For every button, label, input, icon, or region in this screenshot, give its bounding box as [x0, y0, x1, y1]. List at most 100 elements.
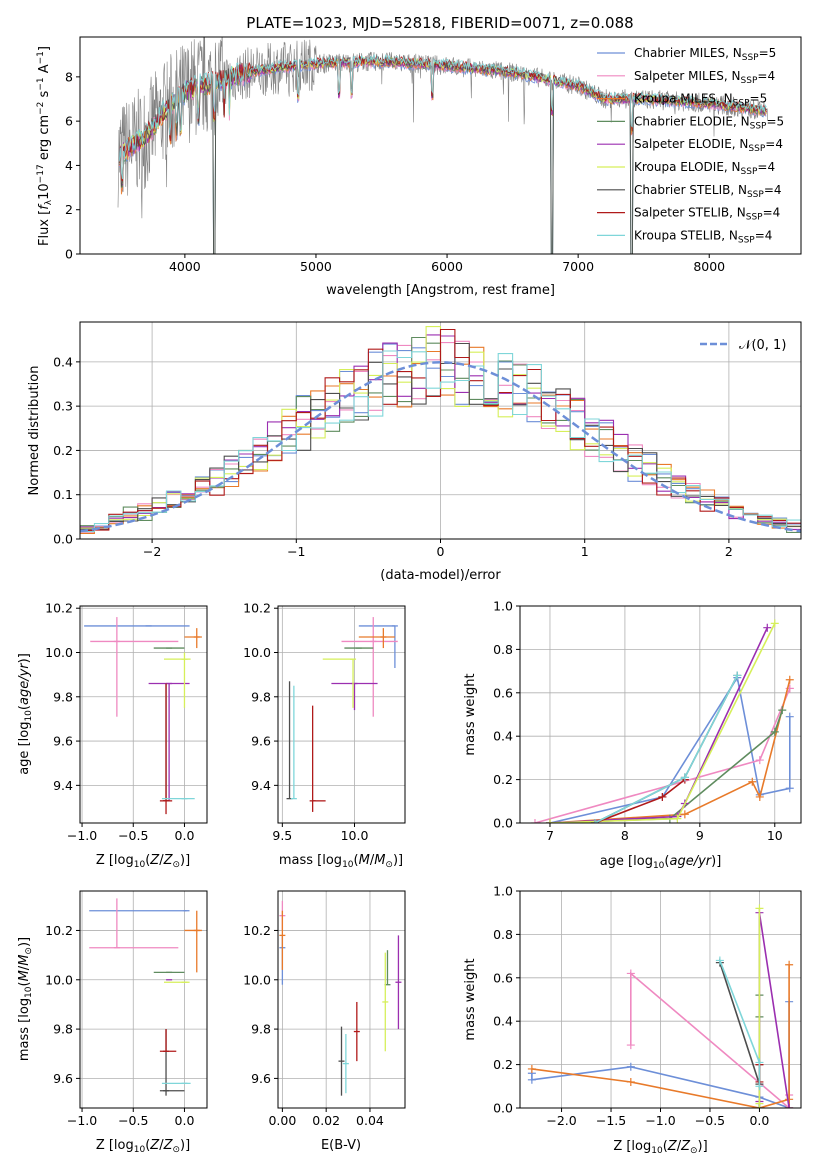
- kroupa_miles-marker: [680, 810, 689, 819]
- x-tick-label: 8: [621, 828, 629, 843]
- x-tick-label: 4000: [169, 259, 201, 274]
- plot-area: [84, 617, 202, 815]
- y-tick-label: 9.8: [251, 689, 271, 704]
- x-axis-label-part: Z [log: [613, 1139, 651, 1154]
- plot-area: [279, 900, 402, 1096]
- salpeter_miles-marker: [626, 969, 635, 978]
- y-tick-label: 10.0: [45, 645, 73, 660]
- y-axis-label-part: )]: [17, 937, 32, 947]
- y-axis-label: age [log10(age/yr)]: [17, 653, 34, 775]
- legend-entry-chabrier_stelib-part: SSP: [747, 190, 764, 200]
- x-tick-label: 9.5: [272, 828, 292, 843]
- legend-entry-kroupa_stelib-part: SSP: [738, 235, 755, 245]
- y-axis-label-part: 10: [37, 183, 52, 200]
- x-axis-label: Z [log10(Z/Z⊙)]: [613, 1139, 707, 1156]
- y-axis-label-part: s: [37, 90, 52, 101]
- y-tick-label: 6: [65, 114, 73, 129]
- x-tick-label: 0.0: [749, 1113, 769, 1128]
- kroupa_elodie-marker: [755, 904, 764, 913]
- x-axis-label-part: (: [145, 853, 150, 868]
- legend-entry-chabrier_miles: Chabrier MILES, NSSP=5: [634, 46, 776, 63]
- y-tick-label: 9.8: [251, 1022, 271, 1037]
- y-tick-label: 2: [65, 202, 73, 217]
- kroupa_miles-marker: [785, 675, 794, 684]
- axes-frame: [519, 605, 802, 824]
- legend-entry-chabrier_miles-part: Chabrier MILES, N: [634, 46, 742, 60]
- legend-entry-salpeter_miles-part: SSP: [741, 76, 758, 86]
- kroupa_stelib-model-line: [118, 53, 767, 180]
- y-axis-label-part: f: [37, 203, 52, 210]
- chabrier_miles-marker: [527, 1075, 536, 1084]
- chabrier_elodie-marker: [770, 727, 779, 736]
- x-axis-label-part: ⊙: [385, 860, 393, 870]
- kroupa_miles-marker: [755, 792, 764, 801]
- legend-entry-kroupa_miles-part: Kroupa MILES, N: [634, 92, 733, 106]
- y-tick-label: 0.0: [53, 532, 73, 547]
- salpeter_elodie-series-line: [549, 627, 769, 823]
- kroupa_miles-marker: [527, 1064, 536, 1073]
- x-axis-label-part: )]: [711, 854, 721, 869]
- x-axis-label: Z [log10(Z/Z⊙)]: [96, 853, 190, 870]
- x-axis-label-part: /: [159, 1138, 164, 1153]
- x-axis-label-part: Z [log: [96, 853, 134, 868]
- y-tick-label: 0.6: [493, 970, 513, 985]
- x-axis-label: Z [log10(Z/Z⊙)]: [96, 1138, 190, 1155]
- legend-label-normal: 𝒩(0, 1): [739, 338, 786, 353]
- y-tick-label: 0.4: [53, 354, 73, 369]
- y-tick-label: 9.6: [251, 734, 271, 749]
- x-axis-label-part: 10: [134, 1145, 146, 1155]
- y-axis-label: Flux [fλ10−17 erg cm−2 s−1 A−1]: [36, 46, 54, 246]
- y-tick-label: 9.4: [251, 778, 271, 793]
- y-tick-label: 10.2: [45, 923, 73, 938]
- y-tick-label: 10.0: [243, 972, 271, 987]
- y-axis-label: mass [log10(M/M⊙)]: [17, 937, 34, 1061]
- x-tick-label: 0.02: [312, 1113, 340, 1128]
- legend-entry-kroupa_miles-part: SSP: [733, 99, 750, 109]
- x-tick-label: 1: [581, 544, 589, 559]
- legend-entry-salpeter_stelib-part: =4: [763, 206, 781, 220]
- x-tick-label: −1.0: [67, 1113, 97, 1128]
- x-axis-label-part: ⊙: [690, 1146, 698, 1156]
- x-tick-label: −1.0: [67, 828, 97, 843]
- kroupa_elodie-marker: [770, 619, 779, 628]
- plot-area: [117, 37, 769, 254]
- x-tick-label: 0.0: [175, 1113, 195, 1128]
- x-tick-label: 5000: [300, 259, 332, 274]
- y-tick-label: 0.0: [493, 1101, 513, 1116]
- y-tick-label: 1.0: [493, 599, 513, 614]
- x-tick-label: 9: [696, 828, 704, 843]
- y-tick-label: 9.6: [251, 1071, 271, 1086]
- legend-entry-kroupa_miles: Kroupa MILES, NSSP=5: [634, 92, 767, 109]
- axes-frame: [277, 890, 406, 1109]
- x-axis-label-part: (: [664, 854, 669, 869]
- chabrier_miles-marker: [785, 712, 794, 721]
- legend-entry-salpeter_elodie: Salpeter ELODIE, NSSP=4: [634, 137, 783, 154]
- y-tick-label: 4: [65, 158, 73, 173]
- y-axis-label-part: A: [37, 64, 52, 77]
- legend-entry-kroupa_elodie: Kroupa ELODIE, NSSP=4: [634, 160, 775, 177]
- legend-entry-chabrier_stelib-part: =4: [764, 183, 782, 197]
- x-axis-label-part: Z: [149, 853, 160, 868]
- y-tick-label: 0.2: [493, 772, 513, 787]
- y-tick-label: 10.2: [45, 601, 73, 616]
- x-axis-label-part: /: [677, 1139, 682, 1154]
- kroupa_stelib-marker: [715, 956, 724, 965]
- spectrum-panel: 4000 5000 6000 7000 8000 0 2 4 6 8 wavelength [Ang…: [36, 36, 802, 298]
- residual-histogram-panel: −2 −1 0 1 2 0.0 0.1 0.2 0.3 0.4 (data-model)/error…: [27, 321, 802, 583]
- y-tick-label: 0.8: [493, 927, 513, 942]
- plot-area: [530, 619, 794, 823]
- x-tick-label: 0.00: [268, 1113, 296, 1128]
- plot-area: [286, 617, 398, 812]
- y-axis-label-part: erg cm: [37, 115, 52, 164]
- y-tick-label: 9.8: [53, 1022, 73, 1037]
- y-tick-label: 10.2: [243, 923, 271, 938]
- axes-frame: [79, 890, 208, 1109]
- y-axis-label-part: mass [log: [17, 998, 32, 1061]
- x-axis-label-part: Z: [667, 1139, 678, 1154]
- legend-entry-salpeter_elodie-part: Salpeter ELODIE, N: [634, 137, 748, 151]
- x-axis-label: wavelength [Angstrom, rest frame]: [326, 283, 555, 298]
- legend-entry-salpeter_miles-part: =4: [757, 69, 775, 83]
- salpeter_elodie-series-line: [758, 912, 790, 1108]
